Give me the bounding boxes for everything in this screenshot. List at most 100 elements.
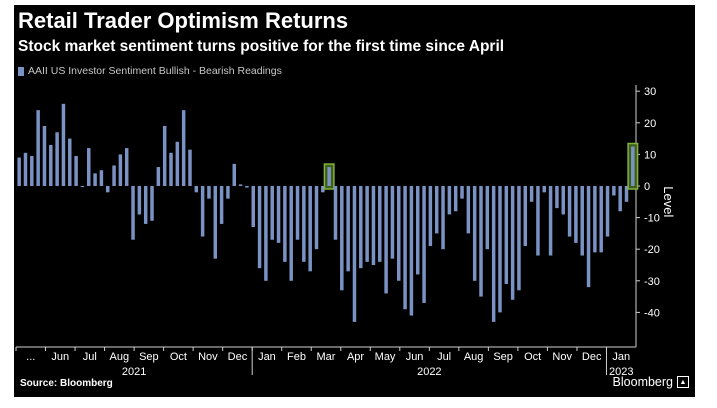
chart-subtitle: Stock market sentiment turns positive fo… bbox=[18, 38, 505, 55]
bar bbox=[276, 186, 281, 243]
bar bbox=[289, 186, 293, 281]
terminal-icon: ▲ bbox=[677, 376, 689, 388]
bar bbox=[390, 186, 395, 259]
x-tick-label: Jul bbox=[83, 351, 97, 363]
bar bbox=[87, 148, 91, 186]
bar bbox=[371, 186, 376, 265]
x-tick-label: May bbox=[375, 351, 396, 363]
x-tick-label: Feb bbox=[287, 351, 306, 363]
bar bbox=[219, 186, 224, 224]
bar bbox=[346, 186, 350, 272]
bar bbox=[365, 186, 369, 262]
bar bbox=[599, 186, 603, 253]
bar bbox=[491, 186, 496, 322]
bar bbox=[378, 186, 382, 262]
bar bbox=[359, 186, 363, 269]
bar bbox=[586, 186, 591, 288]
bar bbox=[49, 144, 53, 186]
bar bbox=[162, 125, 167, 186]
chart-svg: 30 20 10 0 -10 -20 -30 -40 Level... Jun Jul Aug Sep O… bbox=[15, 85, 676, 378]
bar bbox=[68, 138, 72, 186]
bar bbox=[200, 186, 205, 237]
bar bbox=[55, 132, 59, 186]
bar bbox=[245, 186, 249, 188]
bar bbox=[352, 186, 357, 322]
bar bbox=[93, 173, 97, 186]
x-tick-label: Dec bbox=[228, 351, 248, 363]
y-tick-label: -20 bbox=[644, 244, 660, 256]
bar bbox=[441, 186, 445, 250]
x-tick-label: Aug bbox=[110, 351, 130, 363]
bar bbox=[295, 186, 300, 240]
bar bbox=[175, 141, 180, 186]
brand-name: Bloomberg bbox=[612, 375, 673, 389]
bar bbox=[283, 186, 287, 262]
bar bbox=[555, 186, 559, 209]
source-note: Source: Bloomberg bbox=[20, 378, 113, 389]
bar bbox=[80, 186, 85, 187]
bar bbox=[631, 146, 635, 186]
x-tick-label: Dec bbox=[582, 351, 602, 363]
bar bbox=[257, 186, 262, 269]
y-tick-label: -40 bbox=[644, 307, 660, 319]
bar bbox=[504, 186, 509, 284]
bar bbox=[194, 186, 199, 193]
legend-swatch bbox=[18, 66, 24, 76]
bar bbox=[30, 155, 34, 186]
x-tick-label: Nov bbox=[198, 351, 218, 363]
bar bbox=[574, 186, 578, 243]
bar bbox=[479, 186, 483, 297]
x-tick-label: Jul bbox=[437, 351, 451, 363]
bar bbox=[124, 148, 129, 186]
y-tick-label: 20 bbox=[644, 118, 656, 130]
bar bbox=[207, 186, 211, 199]
bar bbox=[42, 125, 47, 186]
bar bbox=[498, 186, 502, 313]
x-tick-label: Sep bbox=[493, 351, 513, 363]
bar bbox=[321, 186, 325, 193]
bar bbox=[409, 186, 414, 316]
x-tick-label: ... bbox=[26, 351, 35, 363]
bar bbox=[485, 186, 490, 250]
bar bbox=[23, 152, 28, 186]
bar bbox=[542, 186, 547, 193]
bar bbox=[536, 186, 540, 256]
y-tick-label: 30 bbox=[644, 86, 656, 98]
x-tick-label: Sep bbox=[139, 351, 159, 363]
y-axis-title: Level bbox=[661, 186, 676, 217]
year-label: 2022 bbox=[417, 366, 441, 378]
bar bbox=[460, 186, 464, 199]
bar bbox=[612, 186, 616, 196]
bar bbox=[428, 186, 433, 247]
bar bbox=[510, 186, 515, 300]
chart-panel: 30 20 10 0 -10 -20 -30 -40 Level... Jun Jul Aug Sep O… bbox=[14, 5, 695, 397]
bar bbox=[327, 167, 331, 186]
bar bbox=[74, 155, 78, 186]
bar bbox=[17, 157, 21, 186]
bar bbox=[567, 186, 572, 237]
bar bbox=[523, 186, 528, 247]
bar bbox=[517, 186, 521, 291]
x-tick-label: Nov bbox=[552, 351, 572, 363]
bar bbox=[453, 186, 458, 212]
bar bbox=[118, 154, 123, 186]
bar bbox=[150, 186, 154, 221]
bar bbox=[105, 186, 110, 193]
bar bbox=[181, 110, 186, 186]
bar bbox=[624, 186, 629, 202]
bar bbox=[415, 186, 420, 275]
bar bbox=[403, 186, 407, 310]
bar bbox=[472, 186, 477, 281]
bar bbox=[251, 186, 255, 228]
bar bbox=[238, 184, 243, 186]
x-tick-label: Oct bbox=[170, 351, 187, 363]
bar bbox=[213, 186, 218, 259]
y-tick-label: 10 bbox=[644, 149, 656, 161]
chart-legend: AAII US Investor Sentiment Bullish - Bea… bbox=[18, 65, 282, 77]
year-label: 2021 bbox=[122, 366, 146, 378]
brand-logo: Bloomberg ▲ bbox=[613, 375, 689, 389]
bar bbox=[340, 186, 344, 291]
bar bbox=[270, 186, 274, 240]
bar bbox=[314, 186, 319, 250]
x-tick-label: Jun bbox=[406, 351, 424, 363]
